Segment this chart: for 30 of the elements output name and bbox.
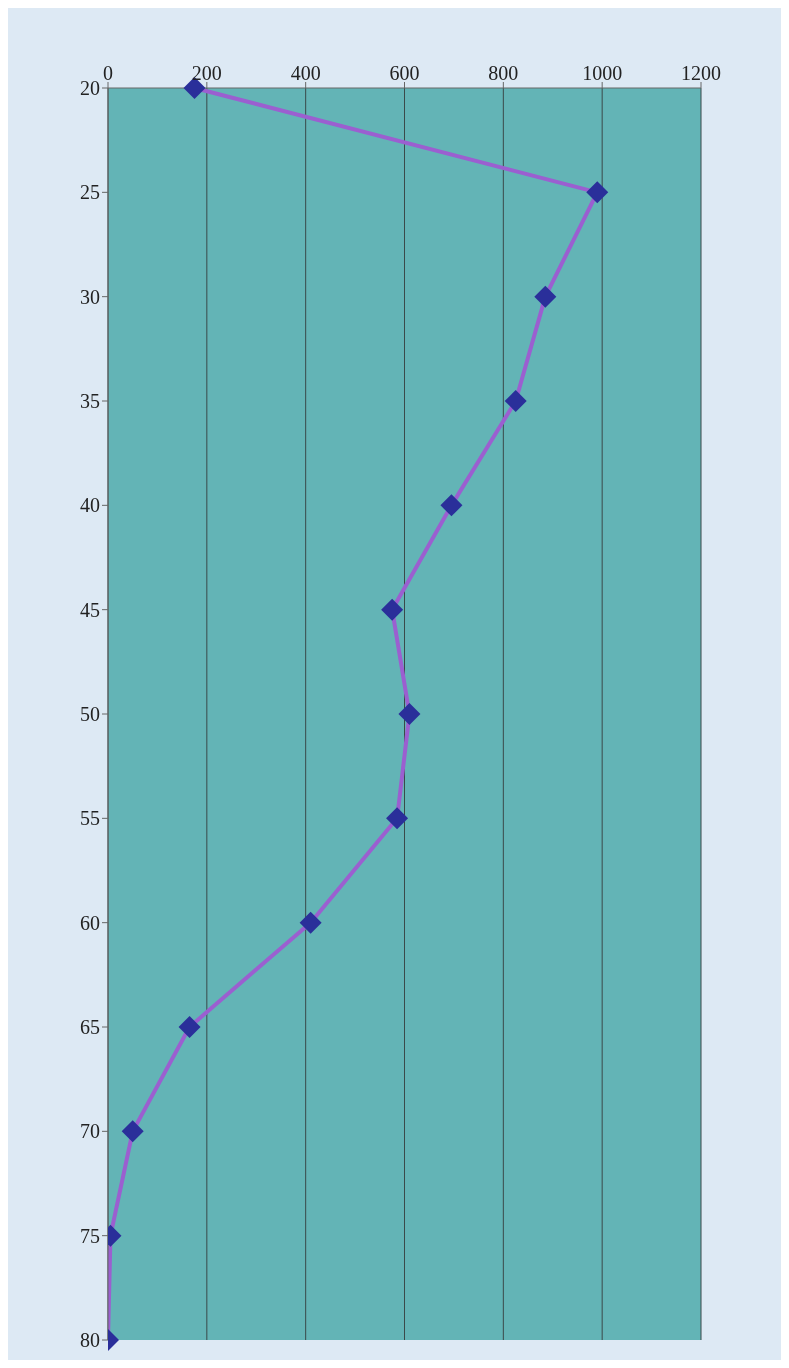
- y-tick-label: 70: [80, 1120, 100, 1143]
- x-tick-label: 600: [389, 62, 420, 84]
- point: [586, 181, 609, 204]
- y-tick-label: 45: [80, 598, 100, 621]
- y-tick-label: 40: [80, 494, 100, 517]
- y-tick-label: 50: [80, 703, 100, 726]
- y-tick-label: 60: [80, 911, 100, 934]
- point: [398, 703, 421, 725]
- y-tick-label: 75: [80, 1224, 100, 1247]
- point: [299, 911, 322, 934]
- x-tick-label: 1200: [681, 62, 721, 84]
- point: [381, 598, 404, 621]
- y-tick-label: 25: [80, 181, 100, 204]
- point: [386, 807, 409, 830]
- point: [178, 1016, 201, 1038]
- x-tick-label: 200: [191, 62, 222, 84]
- x-tick-label: 0: [103, 62, 113, 84]
- y-tick-label: 65: [80, 1016, 100, 1039]
- y-tick-label: 35: [80, 390, 100, 413]
- y-tick-label: 20: [80, 77, 100, 100]
- y-tick-label: 55: [80, 807, 100, 830]
- x-tick-label: 400: [290, 62, 321, 84]
- point: [504, 390, 527, 412]
- point: [440, 494, 463, 517]
- y-tick-label: 80: [80, 1329, 100, 1352]
- point: [121, 1120, 144, 1143]
- x-tick-label: 800: [488, 62, 519, 84]
- x-tick-label: 1000: [582, 62, 623, 84]
- point: [534, 285, 557, 308]
- y-tick-label: 30: [80, 285, 100, 308]
